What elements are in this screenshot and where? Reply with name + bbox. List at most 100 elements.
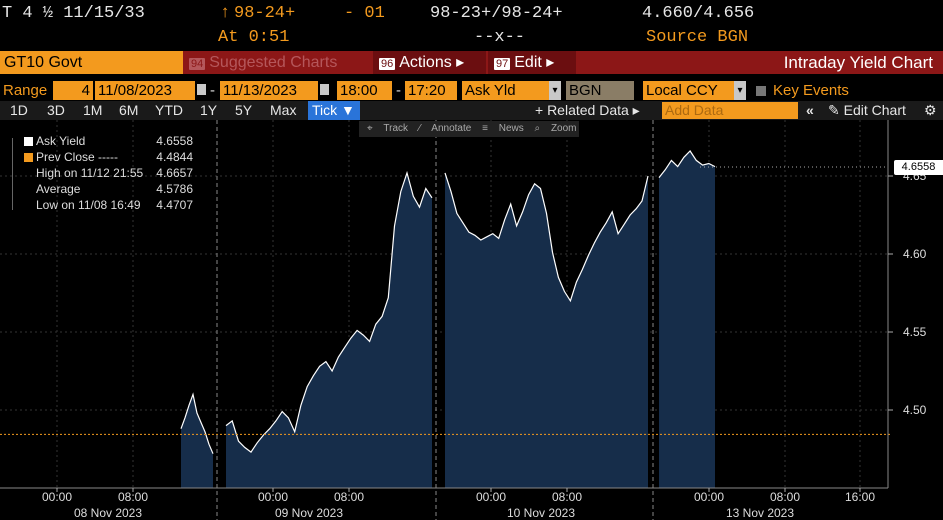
day-label: 10 Nov 2023 [507,506,575,520]
range-count-input[interactable]: 4 [53,81,93,100]
last-value-tag: 4.6558 [894,159,943,175]
y-tick-label: 4.55 [903,325,927,339]
series-line-segment-4 [658,150,716,178]
legend-bracket [12,138,13,210]
actions-label: Actions ▸ [399,54,465,71]
period-6m[interactable]: 6M [119,102,139,118]
x-tick-label: 08:00 [118,490,148,504]
currency-select[interactable]: Local CCY [643,81,735,100]
net-change: - 01 [344,4,385,23]
period-max[interactable]: Max [270,102,297,118]
x-tick-label: 08:00 [552,490,582,504]
security-name: T 4 ½ 11/15/33 [2,4,145,23]
quote-size: --x-- [474,28,526,47]
quote-time: At 0:51 [218,28,290,47]
edit-label: Edit ▸ [514,54,555,71]
legend-average: Average 4.5786 [10,182,193,198]
edit-number: 97 [494,58,511,70]
last-price: 98-24+ [234,4,296,23]
x-tick-label: 00:00 [476,490,506,504]
period-5y[interactable]: 5Y [235,102,253,118]
legend-value: 4.6657 [156,166,193,180]
start-date-input[interactable]: 11/08/2023 [95,81,195,100]
area-segment-4 [659,151,715,488]
legend-value: 4.4844 [156,150,193,164]
legend-value: 4.4707 [156,198,193,212]
suggested-charts-number: 94 [189,58,206,70]
zoom-tool-label: Zoom [550,123,577,134]
suggested-charts-label: Suggested Charts [209,54,338,71]
news-tool-label: News [498,123,524,134]
zoom-tool[interactable]: ⌕ Zoom [534,123,577,134]
related-data-button[interactable]: + Related Data ▸ [535,102,640,118]
x-tick-label: 08:00 [334,490,364,504]
suggested-charts-button[interactable]: 94 Suggested Charts [183,51,373,74]
ticker-input[interactable]: GT10 Govt [0,51,183,74]
chart-title: Intraday Yield Chart [783,53,933,72]
news-tool[interactable]: ≡ News [482,123,524,134]
actions-button[interactable]: 96 Actions ▸ [373,51,486,74]
x-tick-label: 08:00 [770,490,800,504]
period-ytd[interactable]: YTD [155,102,183,118]
day-label: 08 Nov 2023 [74,506,142,520]
period-1m[interactable]: 1M [83,102,103,118]
quote-header: T 4 ½ 11/15/33 ↑ 98-24+ - 01 98-23+/98-2… [0,0,943,50]
annotate-tool-label: Annotate [431,123,472,134]
bid-ask-yields: 4.660/4.656 [642,4,755,23]
x-tick-label: 00:00 [258,490,288,504]
yield-chart[interactable]: 4.504.554.604.65 00:00 08:00 00:00 08:00 00:… [0,120,943,520]
pencil-icon: ✎ [828,102,844,118]
bid-ask: 98-23+/98-24+ [430,4,563,23]
annotate-tool[interactable]: ⁄ Annotate [418,123,472,134]
chart-tools-bar: ⌖ Track ⁄ Annotate ≡ News ⌕ Zoom [359,121,579,137]
legend-prev-close[interactable]: Prev Close ----- 4.4844 [10,150,193,166]
period-1d[interactable]: 1D [10,102,28,118]
add-data-input[interactable]: Add Data [662,102,798,119]
legend-ask-yield[interactable]: Ask Yield 4.6558 [10,134,193,150]
end-calendar-icon[interactable] [320,84,329,95]
legend-value: 4.6558 [156,134,193,148]
period-3d[interactable]: 3D [47,102,65,118]
legend-name: High on 11/12 21:55 [36,166,144,180]
legend-name: Ask Yield [36,134,86,148]
end-date-input[interactable]: 11/13/2023 [220,81,318,100]
ask-yield-swatch [24,137,33,146]
key-events-checkbox[interactable] [756,86,766,96]
day-label: 13 Nov 2023 [726,506,794,520]
gear-icon[interactable]: ⚙ [924,102,937,118]
actions-number: 96 [379,58,396,70]
x-tick-label: 00:00 [42,490,72,504]
key-events-label: Key Events [773,82,849,99]
range-label: Range [3,82,48,99]
market-field-select[interactable]: Ask Yld [462,81,550,100]
y-tick-label: 4.60 [903,247,927,261]
time-separator: - [396,82,401,99]
track-tool[interactable]: ⌖ Track [367,123,409,134]
market-field-dropdown-icon[interactable]: ▾ [549,81,561,100]
series-line-segment-1 [180,392,214,454]
legend-name: Prev Close ----- [36,150,119,164]
source-input[interactable]: BGN [566,81,634,100]
x-tick-label: 00:00 [694,490,724,504]
x-tick-label: 16:00 [845,490,875,504]
start-calendar-icon[interactable] [197,84,206,95]
area-segment-3 [445,172,648,488]
currency-dropdown-icon[interactable]: ▾ [734,81,746,100]
edit-chart-button[interactable]: ✎ Edit Chart [828,101,906,120]
end-time-input[interactable]: 17:20 [405,81,457,100]
legend-name: Average [36,182,81,196]
edit-button[interactable]: 97 Edit ▸ [488,51,576,74]
legend: Ask Yield 4.6558 Prev Close ----- 4.4844… [10,132,193,214]
legend-value: 4.5786 [156,182,193,196]
collapse-icon[interactable]: « [806,102,814,118]
period-bar [0,101,943,120]
series-line-segment-3 [444,172,649,303]
start-time-input[interactable]: 18:00 [337,81,392,100]
period-1y[interactable]: 1Y [200,102,218,118]
area-segment-1 [181,394,213,488]
pricing-source: Source BGN [646,28,749,47]
tick-button[interactable]: Tick ▼ [308,101,360,120]
area-segment-2 [226,172,432,488]
prev-close-swatch [24,153,33,162]
y-tick-label: 4.50 [903,403,927,417]
